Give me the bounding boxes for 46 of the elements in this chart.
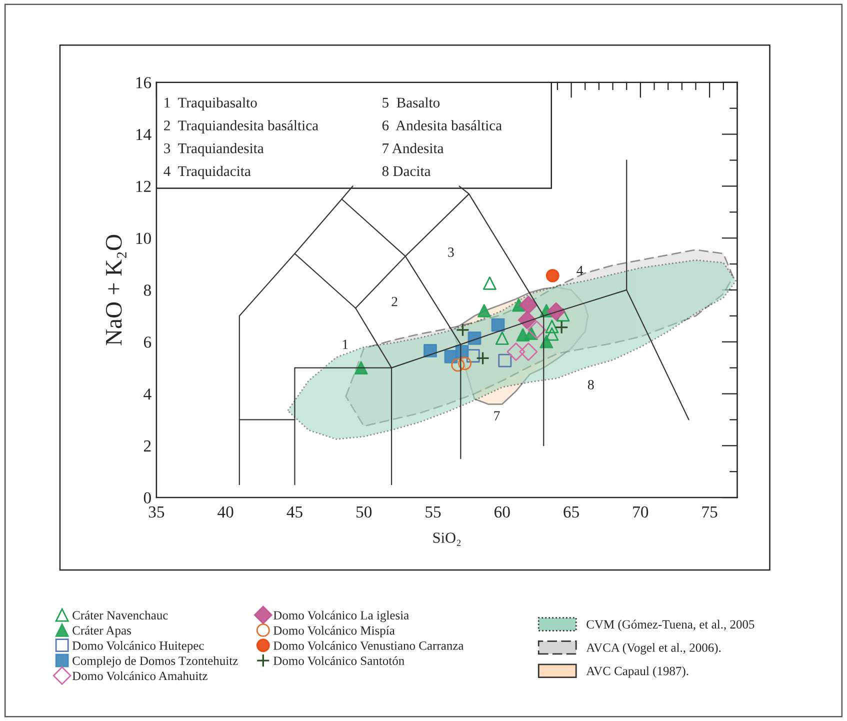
legend-label: Cráter Navenchauc [72, 610, 168, 620]
annotation: 5 Basalto [382, 97, 440, 108]
y-tick-label: 2 [144, 440, 151, 452]
y-axis-title: NaO + K₂O [106, 234, 126, 346]
x-tick-label: 65 [564, 506, 579, 518]
legend-label: AVCA (Vogel et al., 2006). [586, 643, 721, 654]
x-tick-label: 70 [633, 506, 648, 518]
legend-label: Domo Volcánico Huitepec [72, 641, 204, 652]
annotation: 3 [448, 248, 454, 257]
legend-label: Complejo de Domos Tzontehuitz [72, 656, 238, 668]
legend-label: Domo Volcánico La iglesia [274, 610, 409, 622]
annotation: 4 [576, 266, 584, 276]
x-tick-label: 35 [148, 506, 164, 518]
annotation: 1 Traquibasalto [164, 97, 257, 111]
legend-label: Domo Volcánico Venustiano Carranza [274, 641, 464, 650]
x-tick-label: 45 [286, 506, 302, 518]
y-tick-label: 14 [136, 129, 152, 140]
legend-label: Cráter Apas [72, 626, 131, 638]
legend-label: AVC Capaul (1987). [586, 666, 688, 678]
annotation: 3 Traquiandesita [164, 142, 264, 156]
legend-label: Domo Volcánico Amahuitz [72, 671, 208, 680]
annotation: 2 [392, 296, 398, 306]
y-tick-label: 6 [144, 336, 152, 348]
annotation: 7 [494, 411, 500, 420]
x-tick-label: 40 [218, 506, 234, 518]
annotation: 4 Traquidacita [164, 166, 251, 180]
annotation: 1 [342, 340, 348, 349]
y-tick-label: 8 [144, 284, 151, 296]
y-tick-label: 4 [144, 388, 152, 400]
y-tick-label: 12 [136, 180, 151, 192]
annotation: 7 Andesita [382, 142, 444, 154]
legend-label: Domo Volcánico Santotón [274, 656, 404, 666]
y-tick-label: 10 [136, 232, 151, 244]
x-axis-title: SiO₂ [433, 532, 461, 546]
annotation: 8 [588, 380, 594, 390]
x-tick-label: 75 [702, 506, 718, 518]
annotation: 2 Traquiandesita basáltica [164, 120, 318, 134]
legend-label: Domo Volcánico Mispía [274, 626, 395, 638]
x-tick-label: 55 [426, 506, 441, 518]
x-tick-label: 50 [356, 506, 372, 518]
x-tick-label: 60 [494, 506, 510, 518]
annotation: 8 Dacita [382, 166, 431, 176]
annotation: 6 Andesita basáltica [382, 120, 502, 130]
legend-label: CVM (Gómez-Tuena, et al., 2005 [586, 620, 754, 632]
y-tick-label: 0 [144, 492, 151, 504]
y-tick-label: 16 [136, 77, 152, 88]
